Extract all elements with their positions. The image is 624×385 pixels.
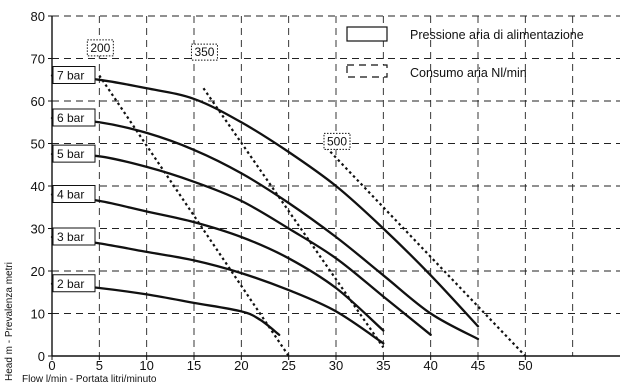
x-tick-label: 5 bbox=[96, 358, 103, 373]
curve-label: 7 bar bbox=[57, 69, 84, 83]
x-tick-label: 10 bbox=[139, 358, 153, 373]
consumption-label-box bbox=[190, 43, 218, 61]
curve-label-box bbox=[52, 66, 96, 84]
x-axis-label: Flow l/min - Portata litri/minuto bbox=[22, 374, 157, 385]
curve-label: 3 bar bbox=[57, 230, 84, 244]
curve-label: 5 bar bbox=[57, 147, 84, 161]
curve-label-box bbox=[52, 108, 96, 127]
x-tick-label: 30 bbox=[329, 358, 343, 373]
curve-2-bar bbox=[50, 282, 281, 336]
curve-label-box bbox=[52, 274, 96, 293]
curve-3-bar bbox=[50, 235, 385, 345]
legend-dashed-swatch bbox=[346, 64, 388, 78]
curve-label: 2 bar bbox=[57, 277, 84, 291]
curve-label: 4 bar bbox=[57, 188, 84, 202]
x-tick-label: 50 bbox=[518, 358, 532, 373]
curve-7-bar bbox=[50, 74, 480, 328]
legend-solid-swatch bbox=[346, 26, 388, 42]
consumption-label-box bbox=[323, 132, 351, 150]
y-tick-label: 10 bbox=[31, 307, 45, 322]
y-tick-label: 80 bbox=[31, 9, 45, 24]
consumption-line-200 bbox=[98, 74, 290, 357]
x-tick-label: 15 bbox=[187, 358, 201, 373]
y-tick-label: 50 bbox=[31, 137, 45, 152]
consumption-label-350: 350 bbox=[194, 45, 214, 59]
curve-label-box bbox=[52, 185, 96, 203]
consumption-line-500 bbox=[325, 146, 527, 357]
y-tick-label: 30 bbox=[31, 222, 45, 237]
y-tick-label: 60 bbox=[31, 94, 45, 109]
x-tick-label: 25 bbox=[281, 358, 295, 373]
y-tick-label: 0 bbox=[38, 349, 45, 364]
legend-label-pressure: Pressione aria di alimentazione bbox=[410, 28, 584, 42]
curve-label-box bbox=[52, 227, 96, 246]
x-tick-label: 20 bbox=[234, 358, 248, 373]
y-tick-label: 20 bbox=[31, 264, 45, 279]
consumption-label-500: 500 bbox=[327, 134, 347, 148]
grid bbox=[52, 15, 620, 356]
consumption-label-200: 200 bbox=[90, 41, 110, 55]
x-tick-label: 35 bbox=[376, 358, 390, 373]
consumption-lines bbox=[98, 74, 527, 357]
consumption-label-box bbox=[86, 39, 114, 57]
legend-label-consumption: Consumo aria Nl/min bbox=[410, 66, 527, 80]
y-axis-label: Head m - Prevalenza metri bbox=[4, 262, 15, 381]
x-tick-label: 45 bbox=[471, 358, 485, 373]
curve-4-bar bbox=[50, 193, 385, 332]
y-tick-label: 70 bbox=[31, 52, 45, 67]
curve-labels: 7 bar 6 bar 5 bar 4 bar 3 bar 2 bar 200 350 500 bbox=[52, 39, 351, 293]
x-tick-label: 40 bbox=[423, 358, 437, 373]
curve-5-bar bbox=[50, 152, 432, 336]
curve-label-box bbox=[52, 144, 96, 163]
pressure-curves bbox=[50, 74, 480, 345]
legend: Pressione aria di alimentazione Consumo … bbox=[346, 26, 584, 80]
curve-6-bar bbox=[50, 116, 480, 341]
x-tick-label: 0 bbox=[48, 358, 55, 373]
curve-label: 6 bar bbox=[57, 111, 84, 125]
y-tick-label: 40 bbox=[31, 179, 45, 194]
